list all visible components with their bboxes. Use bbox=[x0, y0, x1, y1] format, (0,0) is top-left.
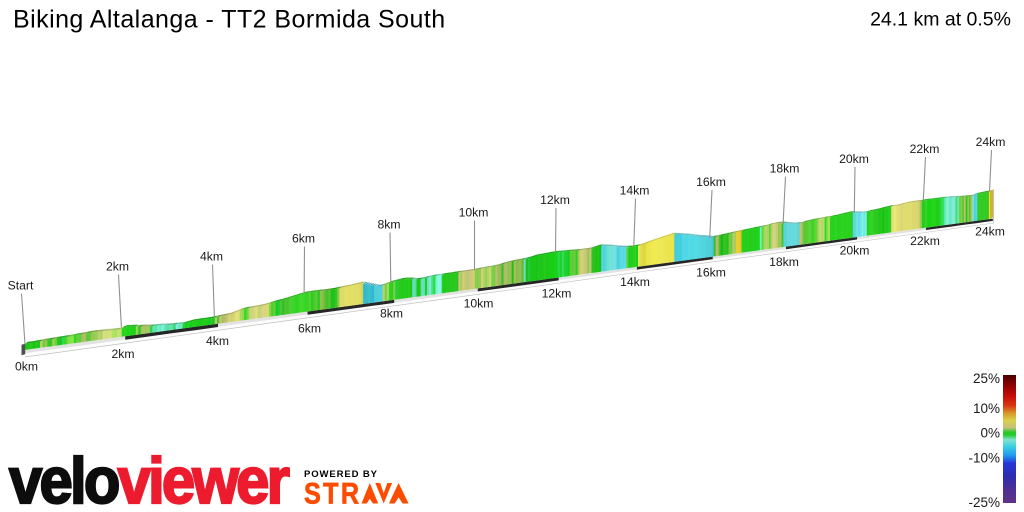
svg-text:25%: 25% bbox=[973, 371, 1000, 386]
svg-text:24km: 24km bbox=[976, 135, 1006, 149]
svg-text:2km: 2km bbox=[111, 347, 134, 361]
svg-text:10km: 10km bbox=[459, 206, 489, 220]
svg-text:Biking Altalanga - TT2 Bormida: Biking Altalanga - TT2 Bormida South bbox=[13, 6, 446, 34]
svg-text:2km: 2km bbox=[106, 260, 129, 274]
svg-text:12km: 12km bbox=[542, 287, 572, 301]
svg-text:22km: 22km bbox=[910, 234, 940, 248]
svg-text:10%: 10% bbox=[973, 401, 1000, 416]
svg-text:18km: 18km bbox=[770, 162, 800, 176]
svg-text:20km: 20km bbox=[840, 244, 870, 258]
svg-text:6km: 6km bbox=[298, 322, 321, 336]
svg-text:12km: 12km bbox=[540, 193, 570, 207]
svg-text:14km: 14km bbox=[620, 275, 650, 289]
svg-text:24.1 km at 0.5%: 24.1 km at 0.5% bbox=[870, 9, 1011, 31]
svg-text:-10%: -10% bbox=[968, 451, 1000, 466]
svg-text:16km: 16km bbox=[696, 266, 726, 280]
svg-text:24km: 24km bbox=[975, 225, 1005, 239]
svg-text:-25%: -25% bbox=[968, 495, 1000, 510]
svg-text:veloviewer: veloviewer bbox=[9, 445, 290, 512]
svg-text:Start: Start bbox=[8, 279, 34, 293]
svg-text:10km: 10km bbox=[464, 297, 494, 311]
svg-text:6km: 6km bbox=[292, 232, 315, 246]
svg-text:16km: 16km bbox=[696, 175, 726, 189]
svg-text:STR: STR bbox=[304, 476, 361, 510]
svg-text:18km: 18km bbox=[769, 255, 799, 269]
svg-text:22km: 22km bbox=[910, 142, 940, 156]
svg-text:POWERED BY: POWERED BY bbox=[304, 469, 378, 480]
svg-text:0km: 0km bbox=[15, 360, 38, 374]
svg-text:4km: 4km bbox=[206, 334, 229, 348]
svg-text:0%: 0% bbox=[980, 426, 1000, 441]
svg-text:8km: 8km bbox=[377, 218, 400, 232]
svg-text:8km: 8km bbox=[380, 307, 403, 321]
svg-text:4km: 4km bbox=[200, 250, 223, 264]
svg-text:14km: 14km bbox=[620, 184, 650, 198]
svg-text:20km: 20km bbox=[839, 152, 869, 166]
